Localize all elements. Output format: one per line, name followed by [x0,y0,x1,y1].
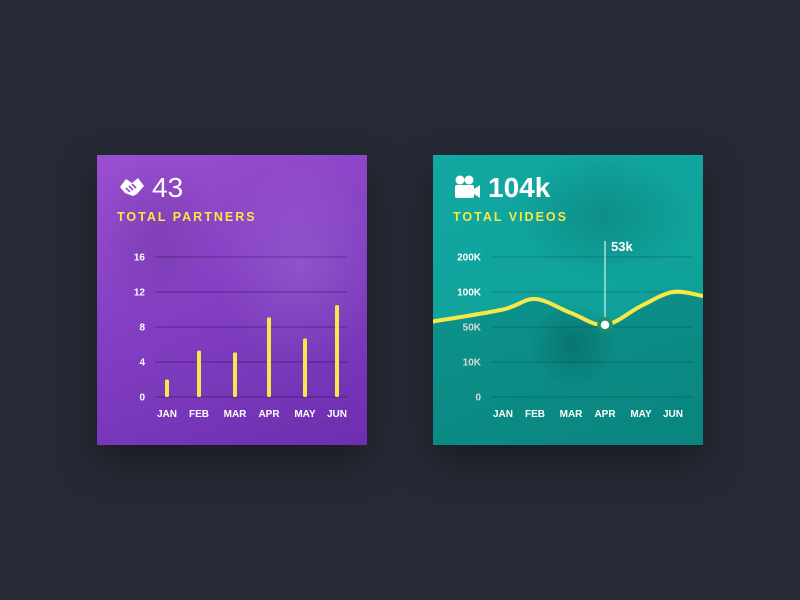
line-y-tick-label: 100K [457,288,482,299]
bar-may [303,338,307,397]
highlight-value-label: 53k [611,239,633,254]
line-x-tick-label: JAN [493,409,513,420]
partners-total-label: TOTAL PARTNERS [117,210,257,224]
bar-y-tick-label: 8 [139,323,145,334]
bar-x-tick-label: FEB [189,409,209,420]
line-x-tick-label: APR [594,409,616,420]
line-x-tick-label: MAR [560,409,584,420]
bar-feb [197,350,201,397]
line-x-tick-label: MAY [630,409,652,420]
videos-card: 104k TOTAL VIDEOS 0 10K 50K 100K 200K JAN FEB M… [433,155,703,445]
partners-card: 43 TOTAL PARTNERS 0 4 8 12 16 JAN FEB MAR APR MAY… [97,155,367,445]
bar-x-tick-label: MAR [224,409,248,420]
handshake-icon [120,178,144,196]
bar-y-tick-label: 4 [139,358,145,369]
bar-apr [267,317,271,397]
bar-x-tick-label: JUN [327,409,347,420]
line-series [433,289,703,327]
partners-total-value: 43 [152,172,184,203]
line-x-tick-label: FEB [525,409,545,420]
bar-y-tick-label: 16 [134,253,146,264]
bar-x-tick-label: MAY [294,409,316,420]
line-x-tick-label: JUN [663,409,683,420]
videos-total-value: 104k [488,172,551,203]
partners-bar-chart: 0 4 8 12 16 JAN FEB MAR APR MAY JUN [134,253,347,421]
videos-total-label: TOTAL VIDEOS [453,210,568,224]
bar-x-tick-label: APR [258,409,280,420]
highlight-point [597,317,613,333]
line-y-tick-label: 50K [463,323,482,334]
videos-line-chart: 0 10K 50K 100K 200K JAN FEB MAR APR MAY JUN 53k [433,239,703,445]
bar-x-tick-label: JAN [157,409,177,420]
bar-jun [335,305,339,397]
bar-jan [165,379,169,397]
bar-y-tick-label: 12 [134,288,146,299]
bar-mar [233,352,237,397]
line-y-tick-label: 10K [463,358,482,369]
line-area-fill [433,291,703,445]
bar-y-tick-label: 0 [139,393,145,404]
line-y-tick-label: 200K [457,253,482,264]
video-camera-icon [455,175,480,198]
line-y-tick-label: 0 [475,393,481,404]
